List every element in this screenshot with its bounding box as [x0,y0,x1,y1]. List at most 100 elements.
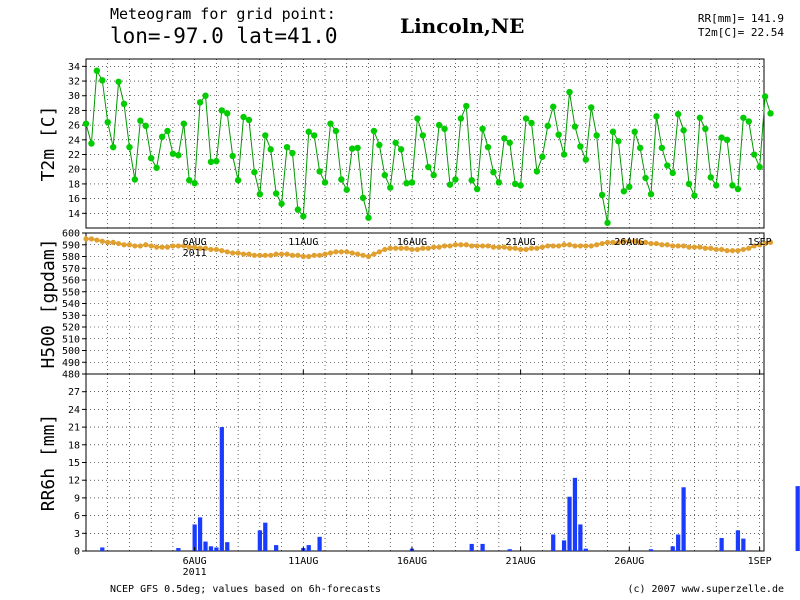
h500-point [88,236,95,242]
h500-point [409,246,415,253]
y-tick-label: 18 [68,179,80,190]
t2m-point [294,206,302,213]
t2m-point [425,163,432,171]
h500-point [751,243,757,249]
h500-point [311,252,317,258]
h500-point [621,238,627,244]
y-tick-label: 530 [62,311,80,322]
t2m-point [506,139,513,146]
x-tick-label: 11AUG [288,556,318,567]
h500-point [115,240,122,247]
h500-point [680,243,687,249]
t2m-point [207,158,215,166]
header-coordinates: lon=-97.0 lat=41.0 [110,24,338,48]
h500-point [202,245,209,251]
rr-bar [263,522,268,551]
h500-point [425,245,431,251]
h500-point [175,243,181,249]
t2m-point [550,103,557,110]
rr-bar [578,524,583,551]
y-tick-label: 540 [62,299,80,310]
t2m-point [441,125,448,133]
h500-point [235,250,241,256]
t2m-point [142,122,149,130]
t2m-point [240,113,247,121]
t2m-point [533,168,541,175]
rr-bar [719,538,724,551]
rr-bar [648,549,654,551]
h500-point [447,243,453,249]
y-tick-label: 16 [68,194,80,205]
rr-bar [176,548,181,551]
t2m-point [501,135,508,142]
h500-point [588,243,594,249]
h500-point [143,242,149,248]
t2m-point [593,132,600,139]
x-tick-label: 16AUG [397,556,427,567]
h500-point [615,239,622,245]
h500-point [479,243,486,249]
t2m-point [218,107,226,114]
t2m-point [435,121,443,129]
rr-bar [257,530,262,551]
panel-frame-0 [85,58,765,229]
h500-point [317,252,323,258]
t2m-point [283,143,291,151]
h500-point [327,250,334,256]
t2m-point [680,127,687,134]
x-tick-label: 16AUG [397,237,427,248]
h500-point [278,251,285,257]
x-tick-label: 6AUG [183,556,207,567]
rr-bar [225,542,230,551]
h500-point [523,246,529,253]
rr-bar [480,543,485,551]
y-tick-label: 3 [74,529,80,540]
h500-point [757,242,763,248]
x-tick-label: 26AUG [614,556,644,567]
h500-point [441,243,448,249]
h500-point [550,243,556,249]
t2m-point [131,176,139,183]
y-tick-label: 500 [62,346,80,357]
t2m-point [577,143,584,150]
h500-point [642,239,649,245]
t2m-point [316,168,323,175]
h500-point [295,252,301,258]
h500-point [186,244,192,250]
t2m-point [636,144,644,152]
y-tick-label: 600 [62,229,80,240]
h500-point [414,246,420,253]
t2m-point [93,67,101,74]
h500-point [83,236,89,242]
h500-point [344,249,350,255]
t2m-point [712,182,720,189]
t2m-point [609,128,617,135]
t2m-point [332,127,340,135]
t2m-point [120,100,128,108]
t2m-point [626,183,633,191]
footer-copyright: (c) 2007 www.superzelle.de [627,584,784,595]
t2m-point [109,143,117,151]
y-tick-label: 28 [68,106,80,117]
rr-bar [306,545,311,551]
t2m-point [169,150,177,157]
t2m-point [267,146,274,153]
t2m-point [262,132,269,139]
t2m-point [305,128,312,135]
h500-point [224,249,230,255]
t2m-point [104,118,111,126]
rr-bar [676,534,681,551]
h500-point [463,242,469,248]
t2m-point [175,152,182,159]
h500-point [469,243,475,249]
x-tick-label: 1SEP [748,237,772,248]
t2m-point [723,136,731,144]
rr-bar [795,486,800,551]
t2m-point [495,179,503,186]
h500-point [192,244,198,250]
h500-point [637,239,643,245]
h500-point [126,242,133,248]
rr-bar [274,545,279,551]
h500-point [556,243,562,249]
